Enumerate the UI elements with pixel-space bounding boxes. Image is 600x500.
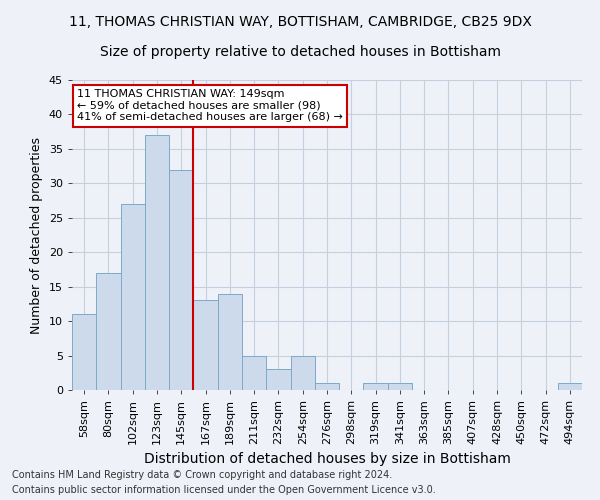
Text: 11 THOMAS CHRISTIAN WAY: 149sqm
← 59% of detached houses are smaller (98)
41% of: 11 THOMAS CHRISTIAN WAY: 149sqm ← 59% of…	[77, 90, 343, 122]
Bar	[193, 300, 218, 390]
Bar	[145, 135, 169, 390]
Bar	[72, 314, 96, 390]
Bar	[96, 273, 121, 390]
Bar	[315, 383, 339, 390]
Bar	[290, 356, 315, 390]
Bar	[242, 356, 266, 390]
Text: Size of property relative to detached houses in Bottisham: Size of property relative to detached ho…	[100, 45, 500, 59]
Bar	[121, 204, 145, 390]
Bar	[364, 383, 388, 390]
Bar	[169, 170, 193, 390]
Text: 11, THOMAS CHRISTIAN WAY, BOTTISHAM, CAMBRIDGE, CB25 9DX: 11, THOMAS CHRISTIAN WAY, BOTTISHAM, CAM…	[68, 15, 532, 29]
X-axis label: Distribution of detached houses by size in Bottisham: Distribution of detached houses by size …	[143, 452, 511, 466]
Bar	[266, 370, 290, 390]
Bar	[558, 383, 582, 390]
Text: Contains HM Land Registry data © Crown copyright and database right 2024.: Contains HM Land Registry data © Crown c…	[12, 470, 392, 480]
Y-axis label: Number of detached properties: Number of detached properties	[30, 136, 43, 334]
Bar	[218, 294, 242, 390]
Bar	[388, 383, 412, 390]
Text: Contains public sector information licensed under the Open Government Licence v3: Contains public sector information licen…	[12, 485, 436, 495]
